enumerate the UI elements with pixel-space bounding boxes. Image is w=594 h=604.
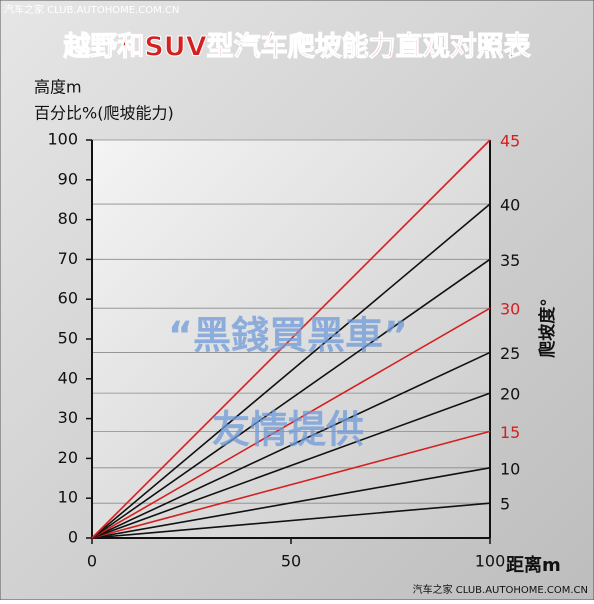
series-line xyxy=(91,467,491,539)
marks: 0 10 20 30 40 50 60 70 80 90 100 0 50 100 5 10 15 20 25 30 3… xyxy=(47,130,520,571)
y-tick-label: 60 xyxy=(58,289,78,308)
series-line xyxy=(91,502,491,539)
series-label: 35 xyxy=(500,251,520,270)
y-label: 百分比%(爬坡能力) xyxy=(34,104,174,123)
y-label: 高度m xyxy=(34,78,82,97)
chart-title: 越野和SUV型汽车爬坡能力直观对照表 xyxy=(63,31,530,63)
series-label: 45 xyxy=(500,132,520,151)
series-line xyxy=(91,203,491,539)
y-tick-label: 80 xyxy=(58,209,78,228)
y-tick-label: 70 xyxy=(58,249,78,268)
watermark: “黑錢買黑車” xyxy=(168,314,408,358)
y-tick-label: 50 xyxy=(58,329,78,348)
y-tick-label: 30 xyxy=(58,408,78,427)
series-label: 25 xyxy=(500,344,520,363)
series-label: 15 xyxy=(500,423,520,442)
series-label: 5 xyxy=(500,495,510,514)
y-tick-label: 40 xyxy=(58,368,78,387)
x-tick-label: 100 xyxy=(475,552,506,571)
series-line xyxy=(91,392,491,539)
series-label: 30 xyxy=(500,300,520,319)
y-tick-label: 20 xyxy=(58,448,78,467)
series-line xyxy=(91,430,491,539)
y-tick-label: 10 xyxy=(58,488,78,507)
series-label: 10 xyxy=(500,459,520,478)
series-line xyxy=(91,351,491,539)
x-tick-label: 0 xyxy=(87,552,97,571)
source-bottom: 汽车之家 CLUB.AUTOHOME.COM.CN xyxy=(413,583,588,596)
series-line xyxy=(91,258,491,539)
series-label: 40 xyxy=(500,196,520,215)
x-tick-label: 50 xyxy=(281,552,301,571)
y-tick-label: 90 xyxy=(58,169,78,188)
y-tick-label: 0 xyxy=(68,528,78,547)
x-label: 距离m xyxy=(506,554,561,576)
y2-label: 爬坡度° xyxy=(537,298,558,358)
series-label: 20 xyxy=(500,385,520,404)
series-line xyxy=(91,139,491,539)
watermark: 友情提供 xyxy=(212,408,364,452)
y-tick-label: 100 xyxy=(47,130,78,149)
series-line xyxy=(91,307,491,539)
source-top: 汽车之家 CLUB.AUTOHOME.COM.CN xyxy=(4,3,179,16)
